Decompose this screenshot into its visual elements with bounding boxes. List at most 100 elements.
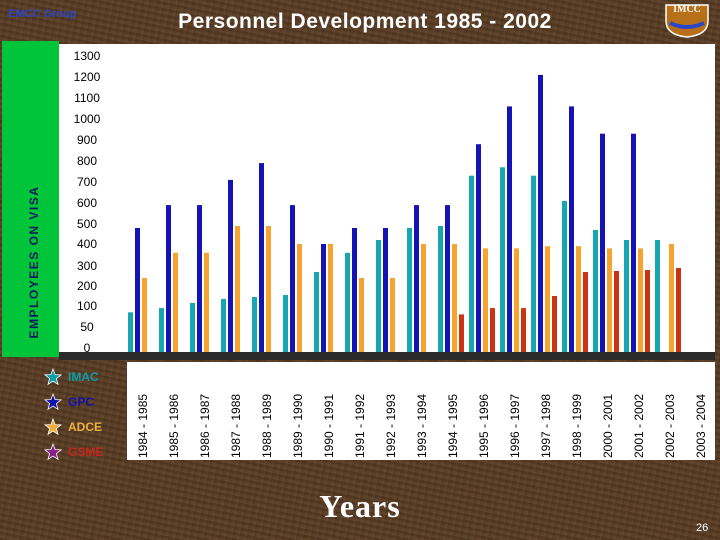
y-tick-label: 1300 [73,49,101,63]
bar-gpc-13 [538,74,543,353]
x-tick-label: 1989 - 1990 [291,393,305,458]
bar-adce-5 [297,244,302,352]
bar-adce-3 [235,226,240,352]
bar-adce-9 [421,244,426,352]
star-icon [44,443,62,461]
y-tick-label: 50 [80,320,94,334]
legend-label: GPC [68,395,95,409]
bar-adce-6 [328,244,333,352]
y-tick-label: 800 [76,154,98,168]
y-tick-label: 300 [76,259,98,273]
bar-gsme-16 [645,270,650,352]
x-tick-label: 1988 - 1989 [260,393,274,458]
y-tick-label: 700 [76,175,98,189]
x-tick-label: 1987 - 1988 [229,393,243,458]
x-tick-label: 1984 - 1985 [136,393,150,458]
bar-imac-6 [314,272,319,352]
bar-gpc-4 [259,163,264,352]
bar-adce-12 [514,248,519,352]
bar-adce-0 [142,278,147,352]
x-tick-label: 1997 - 1998 [539,393,553,458]
bar-adce-17 [669,244,674,352]
x-tick-label: 2000 - 2001 [601,393,615,458]
x-tick-label: 1998 - 1999 [570,393,584,458]
x-tick-label: 1992 - 1993 [384,393,398,458]
y-tick-panel [59,44,127,357]
bar-imac-3 [221,299,226,352]
x-tick-label: 1986 - 1987 [198,393,212,458]
y-tick-label: 1100 [74,91,100,105]
page-number: 26 [696,522,709,534]
x-tick-label: 1990 - 1991 [322,393,336,458]
logo-text: IMCC [673,4,701,15]
bar-chart [128,74,681,353]
bar-gsme-13 [552,296,557,352]
bar-gpc-10 [445,205,450,352]
bar-adce-13 [545,246,550,352]
legend-item-adce: ADCE [44,418,134,438]
bar-adce-11 [483,248,488,352]
bar-imac-7 [345,252,350,352]
x-tick-label: 1985 - 1986 [167,393,181,458]
bar-gpc-6 [321,244,326,352]
legend-label: IMAC [68,370,99,384]
legend-label: ADCE [68,420,103,434]
bar-gpc-3 [228,179,233,352]
bar-gsme-17 [676,268,681,352]
bar-adce-4 [266,226,271,352]
bar-imac-16 [624,240,629,352]
bar-adce-16 [638,248,643,352]
x-tick-label: 1995 - 1996 [477,393,491,458]
bar-imac-9 [407,228,412,352]
bar-adce-10 [452,244,457,352]
bar-imac-14 [562,200,567,352]
bar-gpc-5 [290,205,295,352]
bar-adce-15 [607,248,612,352]
legend-label: GSME [68,445,104,459]
bar-gpc-12 [507,106,512,353]
bar-gsme-11 [490,308,495,352]
legend-item-gsme: GSME [44,443,134,463]
bar-imac-5 [283,295,288,352]
bar-imac-8 [376,240,381,352]
bar-gpc-7 [352,228,357,352]
bar-imac-17 [655,240,660,352]
x-tick-label: 2001 - 2002 [632,393,646,458]
legend-item-gpc: GPC [44,393,134,413]
bar-gpc-2 [197,205,202,352]
bar-gpc-8 [383,228,388,352]
bar-adce-2 [204,252,209,352]
y-tick-label: 900 [76,133,98,147]
bar-gpc-11 [476,144,481,352]
y-tick-label: 500 [76,217,98,231]
bar-imac-11 [469,175,474,352]
y-tick-label: 400 [76,237,98,251]
x-tick-label: 1994 - 1995 [446,393,460,458]
page-title: Personnel Development 1985 - 2002 [178,10,552,33]
bar-adce-7 [359,278,364,352]
bar-gpc-15 [600,133,605,352]
bar-imac-13 [531,175,536,352]
chart-baseline [59,352,715,360]
bar-imac-1 [159,308,164,352]
y-axis-label: EMPLOYEES ON VISA [27,185,41,339]
bar-adce-1 [173,252,178,352]
bar-gsme-12 [521,308,526,352]
bar-imac-15 [593,230,598,352]
bar-gpc-1 [166,205,171,352]
bar-adce-8 [390,278,395,352]
imcc-logo [665,4,709,38]
x-axis-title: Years [319,488,401,524]
y-axis-panel [2,41,59,357]
bar-adce-14 [576,246,581,352]
x-tick-label: 2003 - 2004 [694,393,708,458]
bar-gsme-15 [614,271,619,352]
bar-gpc-9 [414,205,419,352]
group-label: EMCC Group [8,8,77,20]
bar-imac-0 [128,312,133,352]
legend-item-imac: IMAC [44,368,134,388]
y-tick-label: 200 [76,279,98,293]
bar-gpc-0 [135,228,140,352]
bar-imac-10 [438,226,443,352]
x-tick-label: 2002 - 2003 [663,393,677,458]
